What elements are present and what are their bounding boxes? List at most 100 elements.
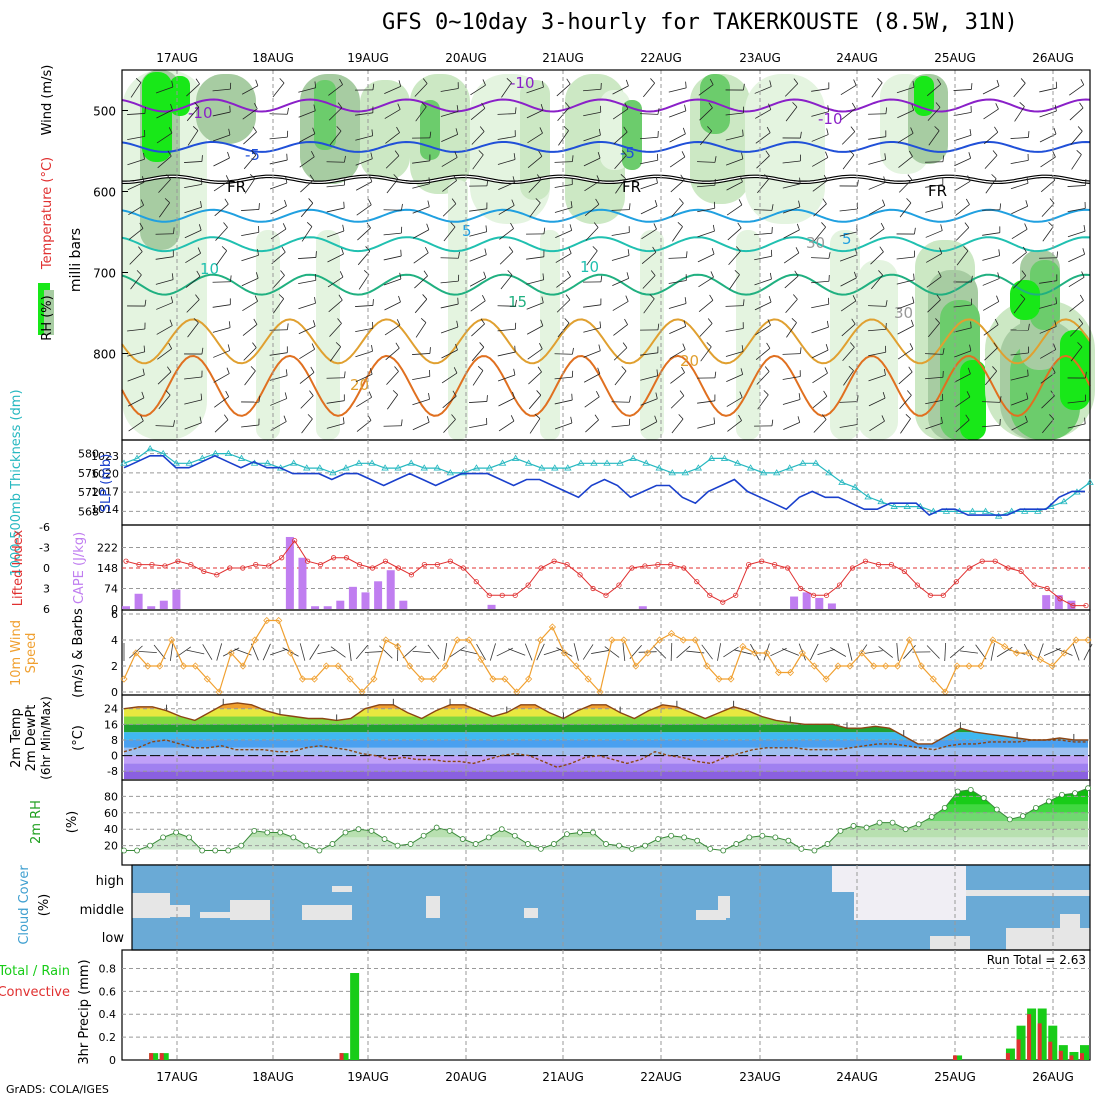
thickness-point-37 <box>603 459 611 466</box>
barb-flag-1-3 <box>167 150 172 157</box>
barb-0-8 <box>130 274 142 290</box>
barb-18-3 <box>640 159 658 165</box>
barb-25-14 <box>839 424 858 428</box>
barb-flag-21-14 <box>738 414 742 421</box>
barb-flag-30-13 <box>999 396 1002 403</box>
li-point-39 <box>629 565 635 571</box>
barb-flag-13-1 <box>515 107 517 114</box>
barb-11-0 <box>440 88 459 92</box>
wind-barb-60 <box>830 647 847 657</box>
barb-12-2 <box>471 131 485 145</box>
barb-8-9 <box>355 305 373 307</box>
barb-flag-6-4 <box>309 174 314 181</box>
li-point-67 <box>992 558 998 564</box>
run-total-annotation: Run Total = 2.63 <box>987 953 1086 967</box>
barb-2-3 <box>184 161 202 163</box>
thickness-point-29 <box>498 459 507 466</box>
temp-axis-label-1: 2m DewPt <box>24 705 39 772</box>
li-point-11 <box>266 563 272 569</box>
precip-bar-88 <box>1058 1045 1068 1060</box>
barb-28-7 <box>926 253 942 263</box>
temp-axis-units-0: (°C) <box>71 725 86 751</box>
rh-point-63 <box>941 804 948 811</box>
barb-flag-16-11 <box>598 344 601 351</box>
pressure-tick-800: 800 <box>93 348 116 362</box>
barb-flag-20-8 <box>710 271 714 278</box>
barb-11-13 <box>442 395 457 409</box>
barb-30-3 <box>984 155 998 169</box>
thickness-point-43 <box>681 469 690 476</box>
wind-barb-29 <box>460 649 478 655</box>
barb-flag-23-2 <box>800 131 802 139</box>
barb-4-5 <box>241 209 259 211</box>
rh-point-60 <box>902 826 909 833</box>
barb-flag-23-10 <box>791 318 797 323</box>
cape-bar-13 <box>285 536 294 609</box>
barb-flag-22-6 <box>771 226 773 234</box>
barb-flag-30-5 <box>999 203 1002 210</box>
barb-22-1 <box>755 109 771 119</box>
barb-13-8 <box>500 274 513 290</box>
barb-26-14 <box>869 420 885 432</box>
thickness-point-47 <box>733 459 742 466</box>
barb-flag-5-13 <box>284 392 288 399</box>
barb-flag-31-11 <box>1027 346 1029 353</box>
barb-16-11 <box>583 350 601 358</box>
barb-1-8 <box>155 279 174 285</box>
barb-flag-12-10 <box>480 318 485 325</box>
barb-5-4 <box>269 182 288 190</box>
barb-21-8 <box>729 274 740 290</box>
barb-2-9 <box>186 299 200 313</box>
rh-point-33 <box>550 841 557 847</box>
barb-22-0 <box>754 86 772 94</box>
li-tick-0: -6 <box>39 521 50 534</box>
barb-4-9 <box>242 300 258 312</box>
barb-27-11 <box>897 348 914 360</box>
precip-tick-0: 0.8 <box>99 962 117 975</box>
barb-flag-6-5 <box>308 198 314 204</box>
barb-flag-29-8 <box>971 275 973 283</box>
barb-flag-0-5 <box>140 199 144 206</box>
thickness-point-17 <box>342 464 350 471</box>
barb-25-8 <box>840 277 857 287</box>
rh-point-24 <box>433 824 440 831</box>
barb-31-9 <box>1013 298 1026 314</box>
barb-flag-32-12 <box>1051 366 1056 373</box>
barb-flag-6-12 <box>310 366 315 373</box>
rh-point-40 <box>642 842 648 849</box>
barb-26-12 <box>868 374 886 382</box>
barb-30-14 <box>982 424 1000 428</box>
barb-flag-20-11 <box>706 342 712 348</box>
barb-24-12 <box>812 372 828 384</box>
barb-flag-22-5 <box>771 204 774 211</box>
cape-bar-2 <box>147 606 156 609</box>
barb-16-14 <box>585 419 599 433</box>
barb-flag-19-10 <box>683 320 687 327</box>
barb-flag-5-9 <box>278 294 284 300</box>
barb-29-8 <box>953 281 972 283</box>
barb-12-3 <box>472 154 484 170</box>
wind-barb-30 <box>476 644 486 660</box>
li-point-29 <box>499 592 505 598</box>
barb-26-8 <box>871 274 883 290</box>
li-point-5 <box>188 561 194 568</box>
rh-point-50 <box>772 834 779 841</box>
barb-flag-5-6 <box>282 223 287 230</box>
barb-29-10 <box>953 327 972 333</box>
wind-tick-2: 2 <box>111 660 118 673</box>
barb-27-4 <box>898 179 913 193</box>
barb-20-3 <box>697 161 715 163</box>
barb-21-7 <box>728 251 741 265</box>
barb-flag-30-1 <box>995 103 999 110</box>
thickness-point-72 <box>1060 497 1068 505</box>
cape-bar-14 <box>298 557 307 609</box>
precip-tick-2: 0.4 <box>99 1008 117 1021</box>
barb-3-13 <box>214 396 229 408</box>
barb-flag-4-13 <box>258 395 261 403</box>
barb-22-5 <box>754 209 772 211</box>
barb-29-7 <box>956 250 969 266</box>
barb-flag-24-3 <box>825 151 829 158</box>
barb-flag-13-11 <box>514 345 516 353</box>
barb-flag-28-3 <box>942 155 945 162</box>
li-point-52 <box>797 585 804 592</box>
